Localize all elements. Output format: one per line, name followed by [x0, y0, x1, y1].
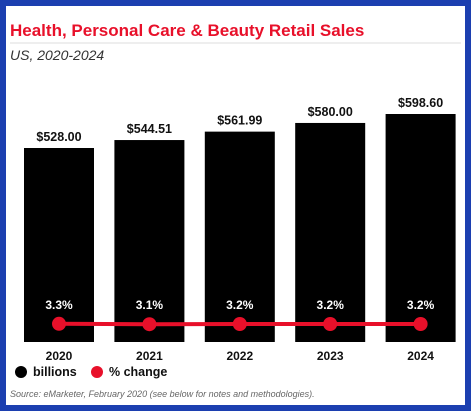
chart-title: Health, Personal Care & Beauty Retail Sa…	[10, 21, 364, 40]
pct-label-2024: 3.2%	[407, 298, 435, 312]
pct-label-2021: 3.1%	[136, 298, 164, 312]
value-label-2023: $580.00	[308, 105, 353, 119]
legend-label-billions: billions	[33, 365, 77, 379]
legend-marker-pct-change	[91, 366, 103, 378]
chart: Health, Personal Care & Beauty Retail Sa…	[10, 21, 461, 399]
legend-marker-billions	[15, 366, 27, 378]
bar-2024	[385, 114, 456, 342]
source-note: Source: eMarketer, February 2020 (see be…	[10, 389, 315, 399]
value-label-2024: $598.60	[398, 96, 443, 110]
chart-frame: Health, Personal Care & Beauty Retail Sa…	[6, 6, 465, 405]
category-label-2022: 2022	[226, 349, 253, 363]
pct-point-2024	[413, 317, 428, 331]
chart-subtitle: US, 2020-2024	[10, 47, 104, 63]
pct-point-2022	[232, 317, 247, 331]
category-label-2023: 2023	[317, 349, 344, 363]
legend-label-pct-change: % change	[109, 365, 167, 379]
bar-2020	[24, 148, 94, 342]
value-label-2021: $544.51	[127, 122, 172, 136]
category-label-2024: 2024	[407, 349, 434, 363]
category-label-2020: 2020	[46, 349, 73, 363]
legend: billions % change	[15, 365, 167, 379]
pct-point-2023	[323, 317, 338, 331]
bar-2021	[114, 140, 185, 342]
pct-point-2020	[52, 316, 66, 331]
pct-point-2021	[142, 317, 157, 332]
bar-2023	[295, 122, 366, 342]
pct-label-2020: 3.3%	[45, 298, 73, 312]
value-label-2022: $561.99	[217, 114, 262, 128]
pct-label-2022: 3.2%	[226, 298, 254, 312]
value-label-2020: $528.00	[36, 130, 81, 144]
pct-label-2023: 3.2%	[317, 298, 345, 312]
bar-2022	[204, 131, 275, 342]
category-label-2021: 2021	[136, 349, 163, 363]
